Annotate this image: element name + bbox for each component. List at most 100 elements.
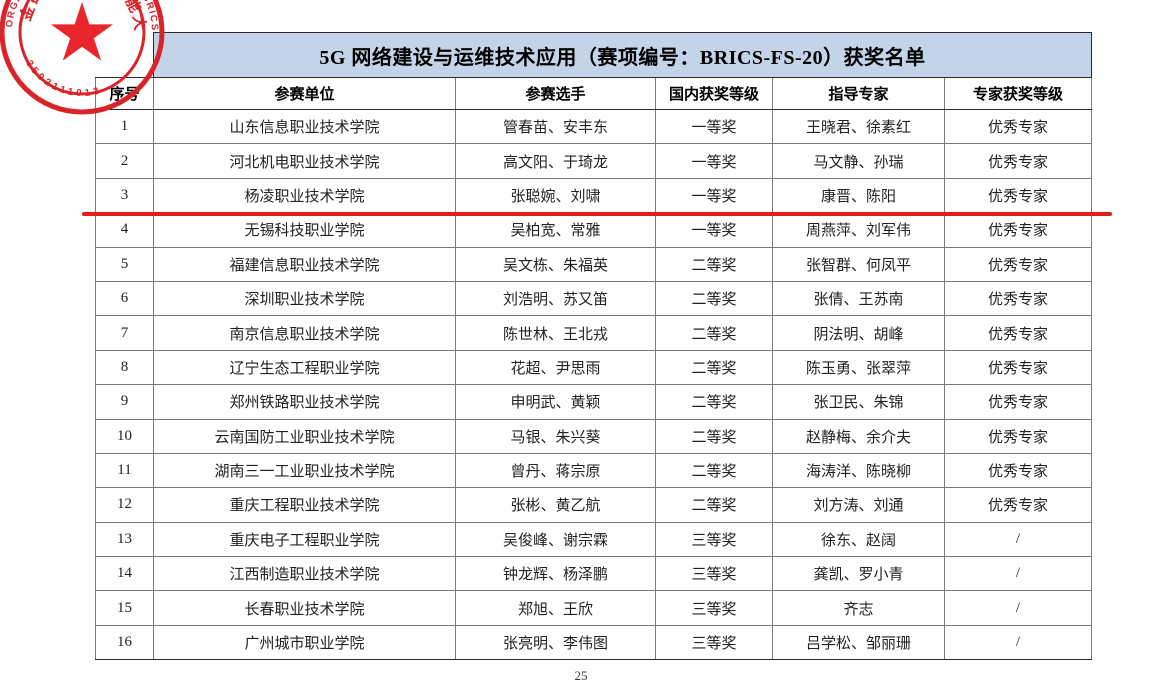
award-list-table: 5G 网络建设与运维技术应用（赛项编号：BRICS-FS-20）获奖名单 序号 … [95, 32, 1093, 661]
cell-unit: 南京信息职业技术学院 [153, 315, 456, 351]
cell-index: 3 [95, 177, 154, 214]
cell-unit: 辽宁生态工程职业学院 [153, 349, 456, 386]
table-row: 6 深圳职业技术学院 刘浩明、苏又笛 二等奖 张倩、王苏南 优秀专家 [95, 280, 1093, 317]
cell-expert: 徐东、赵阔 [772, 521, 945, 558]
cell-unit: 重庆电子工程职业学院 [153, 521, 456, 558]
cell-unit: 福建信息职业技术学院 [153, 246, 456, 282]
cell-expert: 张倩、王苏南 [772, 280, 945, 317]
table-row: 12 重庆工程职业技术学院 张彬、黄乙航 二等奖 刘方涛、刘通 优秀专家 [95, 487, 1093, 523]
cell-expert-level: / [943, 590, 1093, 626]
cell-expert: 吕学松、邹丽珊 [772, 624, 945, 661]
cell-team: 马银、朱兴葵 [455, 418, 656, 454]
cell-expert: 齐志 [772, 590, 945, 626]
cell-expert-level: / [943, 556, 1093, 592]
table-row: 2 河北机电职业技术学院 高文阳、于琦龙 一等奖 马文静、孙瑞 优秀专家 [95, 143, 1093, 179]
table-row: 14 江西制造职业技术学院 钟龙辉、杨泽鹏 三等奖 龚凯、罗小青 / [95, 556, 1093, 592]
cell-team: 花超、尹思雨 [455, 349, 656, 386]
cell-expert-level: 优秀专家 [943, 177, 1093, 214]
cell-unit: 广州城市职业学院 [153, 624, 456, 661]
cell-expert-level: 优秀专家 [943, 452, 1093, 489]
column-header-unit: 参赛单位 [153, 77, 456, 110]
cell-team: 郑旭、王欣 [455, 590, 656, 626]
cell-level: 一等奖 [655, 212, 773, 248]
cell-expert: 王晓君、徐素红 [772, 108, 945, 145]
cell-expert-level: 优秀专家 [943, 487, 1093, 523]
cell-unit: 无锡科技职业学院 [153, 212, 456, 248]
cell-level: 二等奖 [655, 280, 773, 317]
cell-expert-level: 优秀专家 [943, 143, 1093, 179]
cell-unit: 长春职业技术学院 [153, 590, 456, 626]
cell-expert: 刘方涛、刘通 [772, 487, 945, 523]
cell-team: 张彬、黄乙航 [455, 487, 656, 523]
table-title-corner-blank [95, 32, 154, 78]
cell-level: 二等奖 [655, 315, 773, 351]
column-header-team: 参赛选手 [455, 77, 656, 110]
cell-unit: 江西制造职业技术学院 [153, 556, 456, 592]
cell-unit: 杨凌职业技术学院 [153, 177, 456, 214]
column-header-expert-level: 专家获奖等级 [943, 77, 1093, 110]
cell-index: 1 [95, 108, 154, 145]
cell-team: 申明武、黄颖 [455, 384, 656, 420]
cell-expert-level: 优秀专家 [943, 349, 1093, 386]
cell-level: 二等奖 [655, 418, 773, 454]
table-row: 10 云南国防工业职业技术学院 马银、朱兴葵 二等奖 赵静梅、余介夫 优秀专家 [95, 418, 1093, 454]
table-title-row: 5G 网络建设与运维技术应用（赛项编号：BRICS-FS-20）获奖名单 [95, 32, 1093, 78]
cell-level: 二等奖 [655, 487, 773, 523]
cell-team: 吴俊峰、谢宗霖 [455, 521, 656, 558]
cell-index: 12 [95, 487, 154, 523]
cell-level: 二等奖 [655, 246, 773, 282]
cell-level: 二等奖 [655, 452, 773, 489]
column-header-expert: 指导专家 [772, 77, 945, 110]
cell-level: 三等奖 [655, 521, 773, 558]
table-row: 4 无锡科技职业学院 吴柏宽、常雅 一等奖 周燕萍、刘军伟 优秀专家 [95, 212, 1093, 248]
cell-expert-level: 优秀专家 [943, 246, 1093, 282]
cell-index: 7 [95, 315, 154, 351]
cell-index: 11 [95, 452, 154, 489]
column-header-level: 国内获奖等级 [655, 77, 773, 110]
cell-index: 15 [95, 590, 154, 626]
cell-level: 一等奖 [655, 177, 773, 214]
cell-level: 三等奖 [655, 556, 773, 592]
table-row: 11 湖南三一工业职业技术学院 曾丹、蒋宗原 二等奖 海涛洋、陈晓柳 优秀专家 [95, 452, 1093, 489]
cell-expert-level: 优秀专家 [943, 108, 1093, 145]
cell-unit: 重庆工程职业技术学院 [153, 487, 456, 523]
cell-index: 16 [95, 624, 154, 661]
award-list-table-container: 5G 网络建设与运维技术应用（赛项编号：BRICS-FS-20）获奖名单 序号 … [95, 32, 1093, 661]
cell-level: 一等奖 [655, 143, 773, 179]
table-row: 8 辽宁生态工程职业学院 花超、尹思雨 二等奖 陈玉勇、张翠萍 优秀专家 [95, 349, 1093, 386]
cell-level: 二等奖 [655, 349, 773, 386]
cell-index: 9 [95, 384, 154, 420]
table-row: 9 郑州铁路职业技术学院 申明武、黄颖 二等奖 张卫民、朱锦 优秀专家 [95, 384, 1093, 420]
table-row: 16 广州城市职业学院 张亮明、李伟图 三等奖 吕学松、邹丽珊 / [95, 624, 1093, 661]
cell-expert-level: / [943, 521, 1093, 558]
seal-chinese-text: 金砖国家职业技能大赛组委会 [0, 0, 150, 34]
cell-expert: 周燕萍、刘军伟 [772, 212, 945, 248]
cell-level: 二等奖 [655, 384, 773, 420]
cell-expert: 龚凯、罗小青 [772, 556, 945, 592]
cell-team: 曾丹、蒋宗原 [455, 452, 656, 489]
table-header-row: 序号 参赛单位 参赛选手 国内获奖等级 指导专家 专家获奖等级 [95, 77, 1093, 110]
table-row: 15 长春职业技术学院 郑旭、王欣 三等奖 齐志 / [95, 590, 1093, 626]
cell-team: 高文阳、于琦龙 [455, 143, 656, 179]
page-number: 25 [574, 668, 588, 683]
cell-expert: 海涛洋、陈晓柳 [772, 452, 945, 489]
table-row: 3 杨凌职业技术学院 张聪婉、刘啸 一等奖 康晋、陈阳 优秀专家 [95, 177, 1093, 214]
table-row: 7 南京信息职业技术学院 陈世林、王北戎 二等奖 阴法明、胡峰 优秀专家 [95, 315, 1093, 351]
cell-expert-level: / [943, 624, 1093, 661]
cell-index: 13 [95, 521, 154, 558]
red-annotation-line [82, 212, 1112, 216]
cell-unit: 云南国防工业职业技术学院 [153, 418, 456, 454]
cell-team: 张亮明、李伟图 [455, 624, 656, 661]
cell-expert-level: 优秀专家 [943, 212, 1093, 248]
cell-unit: 山东信息职业技术学院 [153, 108, 456, 145]
cell-index: 6 [95, 280, 154, 317]
cell-team: 吴文栋、朱福英 [455, 246, 656, 282]
cell-index: 4 [95, 212, 154, 248]
cell-expert: 康晋、陈阳 [772, 177, 945, 214]
table-row: 5 福建信息职业技术学院 吴文栋、朱福英 二等奖 张智群、何凤平 优秀专家 [95, 246, 1093, 282]
cell-level: 一等奖 [655, 108, 773, 145]
cell-expert: 张智群、何凤平 [772, 246, 945, 282]
cell-expert-level: 优秀专家 [943, 418, 1093, 454]
cell-index: 2 [95, 143, 154, 179]
cell-team: 陈世林、王北戎 [455, 315, 656, 351]
